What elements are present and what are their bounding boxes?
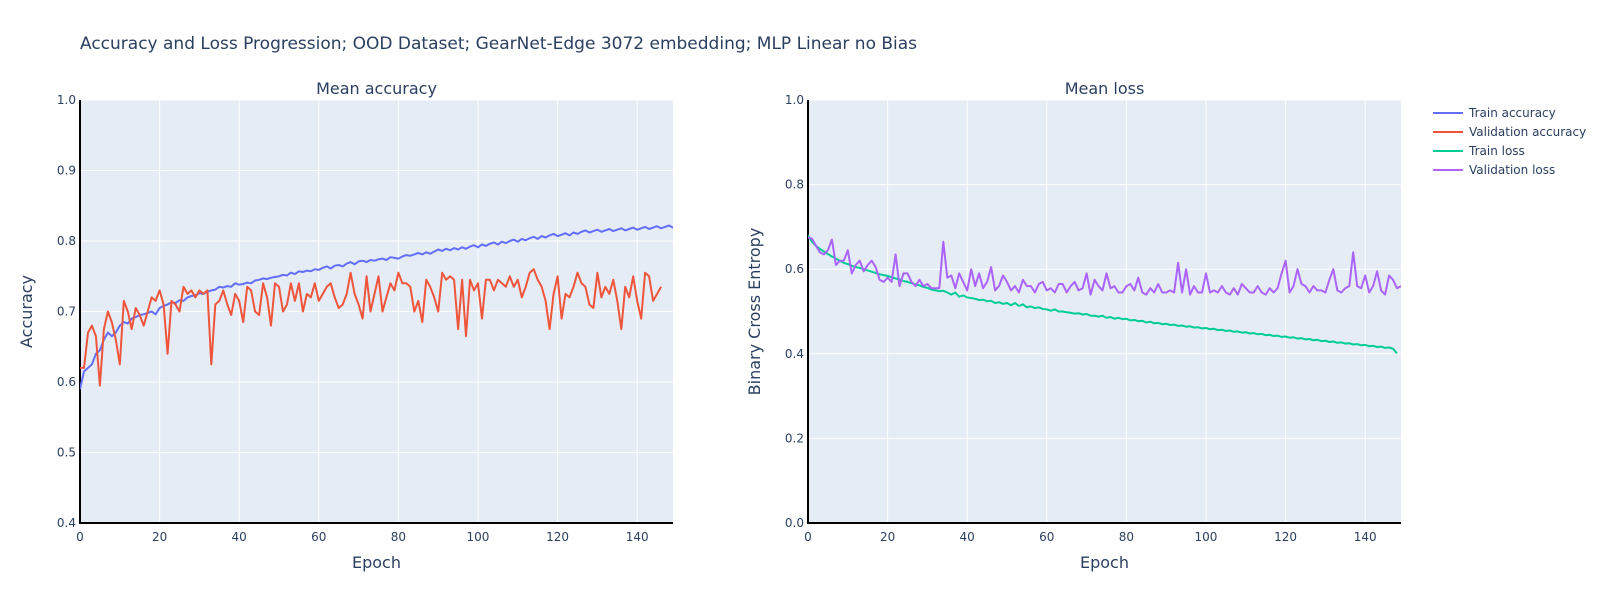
y-tick-label: 0.6 (785, 262, 804, 276)
x-tick-label: 40 (960, 530, 975, 544)
legend-label: Train accuracy (1468, 106, 1556, 120)
plot-area (808, 100, 1401, 523)
series-line-validation-loss (808, 236, 1401, 296)
y-tick-label: 1.0 (785, 93, 804, 107)
y-tick-label: 0.0 (785, 516, 804, 530)
chart-title: Accuracy and Loss Progression; OOD Datas… (80, 34, 917, 54)
x-tick-label: 100 (1195, 530, 1218, 544)
y-tick-label: 0.8 (57, 234, 76, 248)
y-tick-label: 0.7 (57, 305, 76, 319)
legend-item-train-accuracy[interactable]: Train accuracy (1433, 106, 1556, 120)
legend-item-train-loss[interactable]: Train loss (1433, 144, 1525, 158)
x-tick-label: 100 (467, 530, 490, 544)
x-tick-label: 0 (804, 530, 812, 544)
subplot-title: Mean accuracy (316, 79, 437, 98)
x-tick-label: 60 (1039, 530, 1054, 544)
x-tick-label: 120 (1274, 530, 1297, 544)
y-tick-label: 0.6 (57, 375, 76, 389)
x-tick-label: 80 (1119, 530, 1134, 544)
x-tick-label: 120 (546, 530, 569, 544)
loss-panel: 0 20 40 60 80 100 120 140 0.0 0.2 0.4 0.6 0.8 1.0 Mean… (745, 79, 1401, 572)
y-axis-label: Binary Cross Entropy (745, 228, 764, 396)
legend-item-validation-accuracy[interactable]: Validation accuracy (1433, 125, 1586, 139)
y-tick-label: 0.5 (57, 446, 76, 460)
x-axis-label: Epoch (1080, 553, 1129, 572)
y-tick-label: 0.9 (57, 164, 76, 178)
x-tick-label: 20 (152, 530, 167, 544)
x-tick-label: 20 (880, 530, 895, 544)
series-line-train-accuracy (80, 224, 673, 390)
subplot-title: Mean loss (1065, 79, 1145, 98)
y-tick-label: 0.4 (785, 347, 804, 361)
legend-label: Validation accuracy (1469, 125, 1586, 139)
x-tick-label: 0 (76, 530, 84, 544)
y-axis-label: Accuracy (17, 275, 36, 348)
series-line-validation-accuracy (80, 268, 662, 387)
x-tick-label: 140 (626, 530, 649, 544)
accuracy-panel: 0 20 40 60 80 100 120 140 0.4 0.5 0.6 0.7 0.8 0.9 1.0 M… (17, 79, 673, 572)
x-tick-label: 60 (311, 530, 326, 544)
y-tick-label: 0.4 (57, 516, 76, 530)
legend-label: Train loss (1468, 144, 1525, 158)
x-axis-label: Epoch (352, 553, 401, 572)
x-tick-label: 40 (232, 530, 247, 544)
legend-item-validation-loss[interactable]: Validation loss (1433, 163, 1555, 177)
legend-label: Validation loss (1469, 163, 1555, 177)
x-tick-label: 140 (1354, 530, 1377, 544)
series-line-train-loss (808, 234, 1398, 355)
y-tick-label: 1.0 (57, 93, 76, 107)
x-tick-label: 80 (391, 530, 406, 544)
legend[interactable]: Train accuracy Validation accuracy Train l… (1433, 106, 1586, 177)
y-tick-label: 0.2 (785, 431, 804, 445)
y-tick-label: 0.8 (785, 178, 804, 192)
